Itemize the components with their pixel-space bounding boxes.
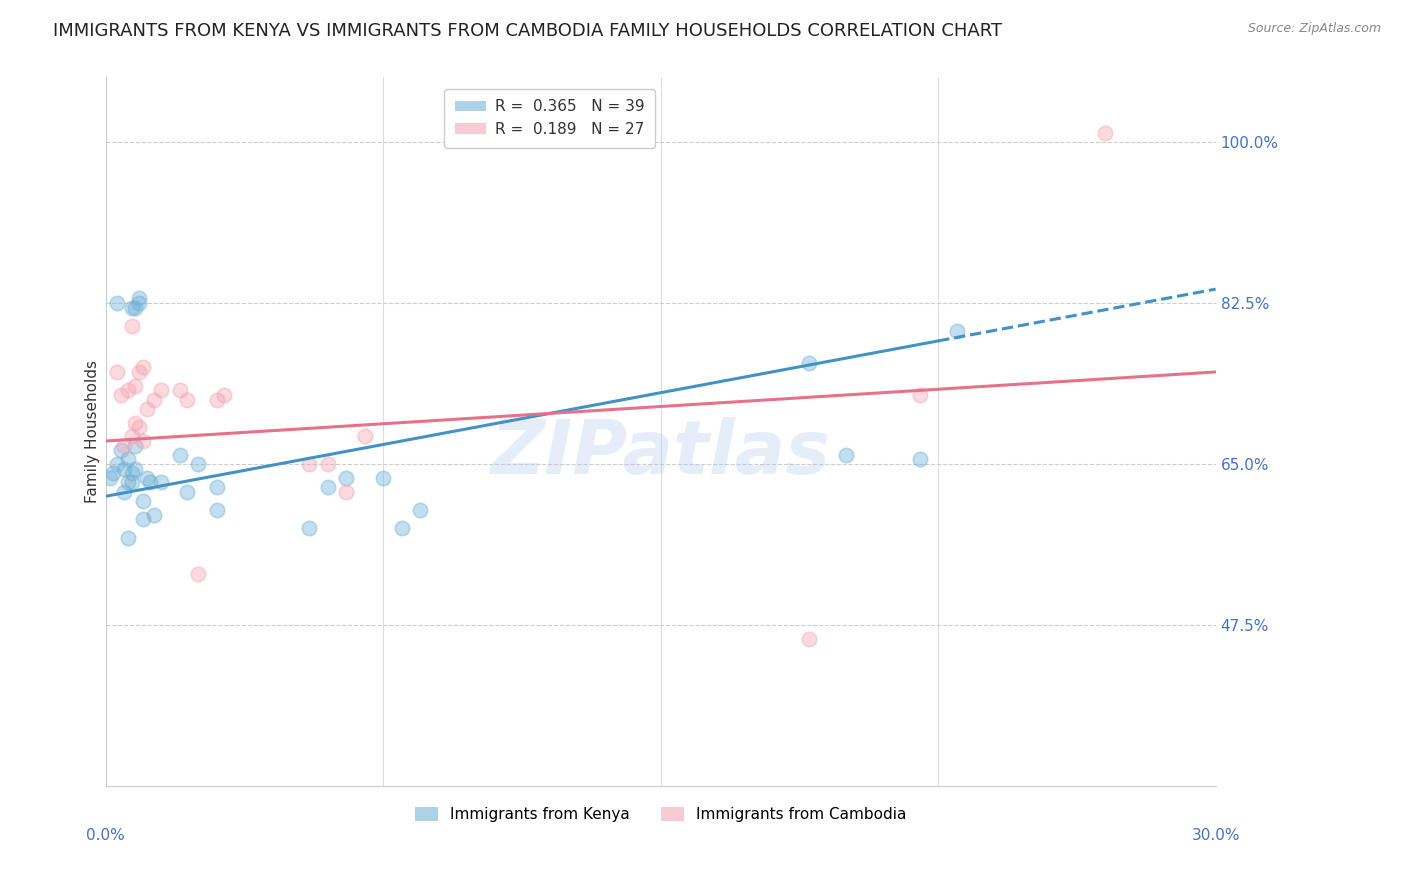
Point [121,301,143,315]
Point [124,301,146,315]
Point [205,392,228,407]
Point [112,461,135,475]
Point [298,457,321,471]
Point [124,461,146,475]
Point [135,471,157,485]
Point [132,512,155,526]
Y-axis label: Family Households: Family Households [86,360,100,503]
Point [373,471,395,485]
Legend: Immigrants from Kenya, Immigrants from Cambodia: Immigrants from Kenya, Immigrants from C… [409,801,912,828]
Point [128,291,150,305]
Point [117,452,139,467]
Point [124,416,146,430]
Point [110,388,132,402]
Point [187,567,209,582]
Point [945,324,967,338]
Point [205,480,228,494]
Point [1094,126,1116,140]
Point [128,365,150,379]
Point [150,475,173,490]
Point [121,429,143,443]
Point [797,356,820,370]
Point [205,503,228,517]
Point [176,484,198,499]
Point [335,484,357,499]
Point [908,388,931,402]
Text: IMMIGRANTS FROM KENYA VS IMMIGRANTS FROM CAMBODIA FAMILY HOUSEHOLDS CORRELATION : IMMIGRANTS FROM KENYA VS IMMIGRANTS FROM… [53,22,1002,40]
Point [139,475,162,490]
Point [128,296,150,310]
Point [835,448,858,462]
Point [121,467,143,481]
Point [124,378,146,392]
Point [98,471,121,485]
Point [105,457,128,471]
Point [169,384,191,398]
Point [117,531,139,545]
Point [169,448,191,462]
Text: Source: ZipAtlas.com: Source: ZipAtlas.com [1247,22,1381,36]
Point [150,384,173,398]
Text: 0.0%: 0.0% [87,828,125,843]
Point [132,493,155,508]
Text: ZIPatlas: ZIPatlas [491,417,831,490]
Point [142,392,165,407]
Point [187,457,209,471]
Point [110,443,132,458]
Point [132,434,155,448]
Point [103,467,125,481]
Point [121,475,143,490]
Point [298,521,321,535]
Point [132,360,155,375]
Point [212,388,235,402]
Point [117,475,139,490]
Point [112,484,135,499]
Point [124,439,146,453]
Point [176,392,198,407]
Point [316,480,339,494]
Point [797,632,820,646]
Point [112,439,135,453]
Point [391,521,413,535]
Point [128,420,150,434]
Text: 30.0%: 30.0% [1191,828,1240,843]
Point [121,318,143,333]
Point [353,429,375,443]
Point [142,508,165,522]
Point [105,296,128,310]
Point [316,457,339,471]
Point [135,401,157,416]
Point [105,365,128,379]
Point [117,384,139,398]
Point [409,503,432,517]
Point [335,471,357,485]
Point [908,452,931,467]
